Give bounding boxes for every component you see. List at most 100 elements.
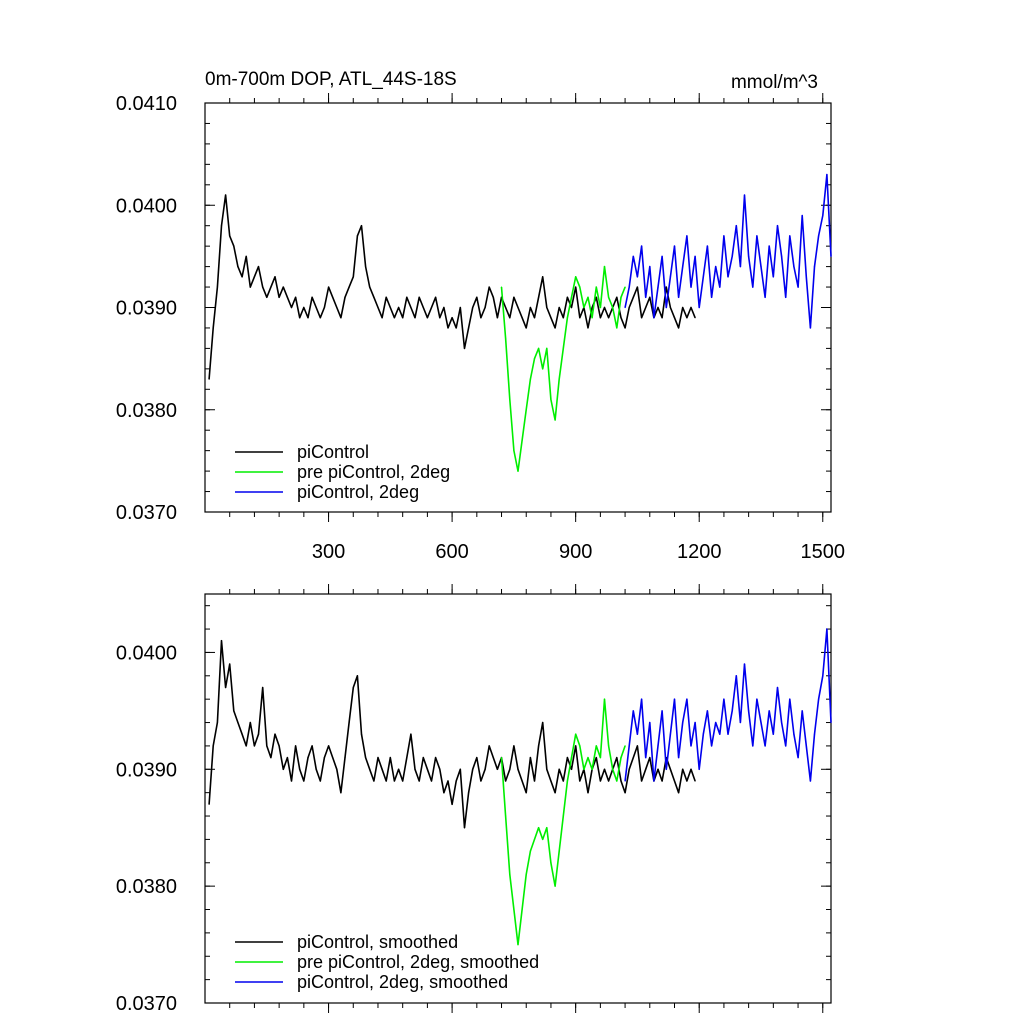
data-point bbox=[373, 780, 375, 782]
data-point bbox=[290, 306, 293, 309]
data-point bbox=[550, 780, 552, 782]
data-point bbox=[290, 780, 293, 782]
data-point bbox=[760, 266, 762, 268]
data-point bbox=[496, 768, 498, 770]
data-point bbox=[562, 815, 564, 817]
data-point bbox=[402, 780, 404, 782]
data-point bbox=[398, 306, 400, 309]
data-point bbox=[612, 306, 614, 309]
data-point bbox=[608, 780, 610, 782]
data-point bbox=[286, 757, 288, 759]
data-point bbox=[356, 235, 358, 237]
data-point bbox=[529, 850, 532, 852]
data-point bbox=[455, 327, 457, 329]
data-point bbox=[649, 266, 651, 268]
data-point bbox=[583, 306, 585, 309]
data-point bbox=[509, 768, 511, 770]
data-point bbox=[682, 768, 684, 770]
data-point bbox=[208, 803, 210, 805]
data-point bbox=[389, 306, 391, 309]
data-point bbox=[603, 306, 606, 309]
data-point bbox=[587, 296, 589, 298]
data-point bbox=[323, 757, 325, 759]
data-point bbox=[595, 286, 597, 288]
data-point bbox=[348, 721, 350, 724]
data-point bbox=[669, 768, 672, 770]
data-point bbox=[332, 757, 334, 759]
data-point bbox=[645, 296, 647, 298]
data-point bbox=[505, 306, 507, 309]
data-point bbox=[558, 306, 560, 309]
data-point bbox=[558, 850, 560, 852]
data-point bbox=[492, 296, 494, 298]
data-point bbox=[785, 296, 787, 298]
data-point bbox=[443, 792, 445, 794]
data-point bbox=[439, 768, 441, 770]
data-point bbox=[809, 780, 812, 782]
data-point bbox=[566, 317, 569, 319]
data-point bbox=[299, 768, 301, 770]
data-point bbox=[608, 296, 610, 298]
data-point bbox=[554, 327, 556, 329]
data-point bbox=[525, 327, 527, 329]
data-point bbox=[468, 792, 470, 794]
data-point bbox=[690, 745, 692, 747]
data-point bbox=[360, 225, 363, 227]
data-point bbox=[328, 286, 330, 288]
bottom-panel: 0.0370 0.0380 0.0390 0.0400 piControl, smoot… bbox=[116, 584, 832, 1015]
data-point bbox=[554, 419, 556, 421]
data-point bbox=[468, 327, 470, 329]
data-point bbox=[245, 255, 247, 257]
data-point bbox=[525, 873, 527, 876]
data-point bbox=[472, 768, 474, 770]
data-point bbox=[365, 757, 367, 759]
data-point bbox=[253, 745, 255, 747]
data-point bbox=[801, 214, 803, 217]
data-point bbox=[776, 686, 779, 689]
data-point bbox=[505, 337, 507, 339]
data-point bbox=[311, 745, 313, 747]
data-point bbox=[686, 780, 688, 782]
data-point bbox=[797, 757, 799, 759]
data-point bbox=[789, 698, 791, 700]
data-point bbox=[328, 745, 330, 747]
y-tick-label: 0.0370 bbox=[116, 502, 177, 524]
series-line-3 bbox=[624, 628, 832, 782]
data-point bbox=[752, 286, 754, 288]
data-point bbox=[661, 710, 663, 712]
data-point bbox=[809, 327, 812, 329]
data-point bbox=[669, 306, 672, 309]
data-point bbox=[237, 721, 239, 724]
data-point bbox=[525, 409, 527, 411]
data-point bbox=[702, 733, 704, 735]
data-point bbox=[587, 792, 589, 794]
data-point bbox=[410, 733, 412, 735]
data-point bbox=[735, 675, 737, 677]
data-point bbox=[785, 745, 787, 747]
data-point bbox=[702, 276, 704, 278]
data-point bbox=[463, 347, 466, 349]
data-point bbox=[706, 710, 709, 712]
data-point bbox=[262, 286, 264, 288]
data-point bbox=[636, 745, 639, 747]
series-line-1 bbox=[208, 639, 696, 829]
data-point bbox=[570, 306, 573, 309]
data-point bbox=[575, 276, 577, 278]
data-point bbox=[422, 757, 424, 759]
data-point bbox=[249, 721, 251, 724]
data-point bbox=[599, 306, 602, 309]
data-point bbox=[764, 296, 766, 298]
data-point bbox=[245, 745, 247, 747]
data-point bbox=[307, 757, 309, 759]
data-point bbox=[521, 317, 523, 319]
units-label: mmol/m^3 bbox=[731, 72, 818, 93]
data-point bbox=[509, 873, 511, 876]
data-point bbox=[641, 317, 643, 319]
data-point bbox=[628, 768, 630, 770]
data-point bbox=[645, 757, 647, 759]
data-point bbox=[678, 757, 680, 759]
data-point bbox=[546, 306, 548, 309]
data-point bbox=[336, 306, 338, 309]
data-point bbox=[533, 780, 536, 782]
data-point bbox=[344, 296, 346, 298]
